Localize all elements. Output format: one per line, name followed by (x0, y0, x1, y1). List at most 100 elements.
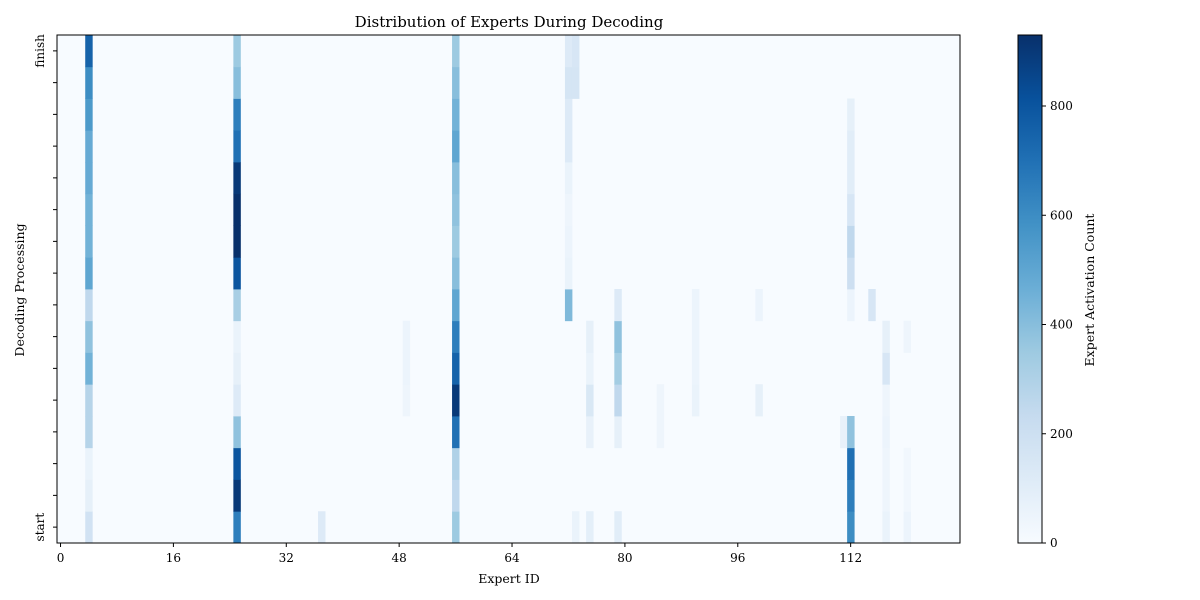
heatmap-cell (882, 479, 890, 512)
heatmap-cell (452, 289, 460, 322)
heatmap-cell (903, 511, 912, 544)
x-tick-label: 48 (392, 551, 407, 565)
heatmap-cell (452, 193, 460, 226)
heatmap-cell (903, 320, 912, 353)
heatmap-cell (847, 98, 855, 131)
heatmap-cell (586, 384, 594, 417)
heatmap-cell (847, 225, 855, 258)
colorbar-tick-label: 0 (1050, 536, 1058, 550)
heatmap-cell (847, 479, 855, 512)
heatmap-cell (233, 320, 241, 353)
heatmap-cell (882, 384, 890, 417)
heatmap-cell (564, 257, 573, 290)
x-tick-label: 16 (166, 551, 181, 565)
heatmap-cell (847, 447, 855, 480)
heatmap-cell (452, 479, 460, 512)
heatmap-cell (691, 352, 700, 385)
heatmap-cell (233, 384, 241, 417)
heatmap-cell (85, 352, 93, 385)
chart-title: Distribution of Experts During Decoding (355, 13, 664, 31)
heatmap-cell (402, 320, 411, 353)
heatmap-cell (571, 511, 580, 544)
heatmap-cell (614, 352, 622, 385)
heatmap-cell (586, 511, 594, 544)
heatmap-cell (85, 479, 93, 512)
heatmap-cell (452, 352, 460, 385)
heatmap-cell (755, 289, 763, 322)
heatmap-cell (847, 130, 855, 163)
x-axis-label: Expert ID (478, 571, 540, 586)
colorbar-label: Expert Activation Count (1082, 214, 1097, 367)
plot-frame (56, 34, 961, 544)
heatmap-cell (233, 289, 241, 322)
x-tick-label: 32 (279, 551, 294, 565)
heatmap-cell (452, 162, 460, 195)
heatmap-cell (847, 257, 855, 290)
heatmap-cell (564, 66, 573, 99)
heatmap-cell (85, 416, 93, 449)
heatmap-cell (452, 98, 460, 131)
x-axis-ticks: 0 16 32 48 64 80 96 112 (57, 543, 862, 565)
heatmap-cell (614, 511, 622, 544)
heatmap-cell (847, 193, 855, 226)
heatmap-background (57, 35, 960, 543)
x-tick-label: 80 (617, 551, 632, 565)
heatmap-cell (691, 320, 700, 353)
heatmap-cell (233, 193, 241, 226)
heatmap-cell (614, 384, 622, 417)
heatmap-cell (85, 289, 93, 322)
heatmap-cell (233, 162, 241, 195)
heatmap-cells (57, 35, 960, 544)
heatmap-cell (402, 352, 411, 385)
heatmap-cell (452, 66, 460, 99)
heatmap-cell (564, 35, 573, 68)
heatmap-cell (85, 35, 93, 68)
heatmap-cell (564, 289, 573, 322)
heatmap-cell (85, 66, 93, 99)
colorbar-tick-label: 800 (1050, 99, 1073, 113)
heatmap-cell (564, 225, 573, 258)
heatmap-cell (85, 511, 93, 544)
heatmap-cell (868, 289, 876, 322)
heatmap-cell (614, 289, 622, 322)
heatmap-cell (85, 225, 93, 258)
heatmap-cell (233, 257, 241, 290)
heatmap-cell (233, 130, 241, 163)
heatmap-cell (85, 130, 93, 163)
heatmap-cell (233, 352, 241, 385)
heatmap-cell (847, 416, 855, 449)
x-tick-label: 112 (839, 551, 862, 565)
heatmap-cell (85, 193, 93, 226)
heatmap-cell (903, 479, 912, 512)
heatmap-cell (85, 320, 93, 353)
heatmap-cell (691, 289, 700, 322)
heatmap-cell (586, 320, 594, 353)
heatmap-cell (847, 289, 855, 322)
heatmap-cell (452, 320, 460, 353)
heatmap-cell (882, 511, 890, 544)
heatmap-cell (564, 193, 573, 226)
heatmap-cell (656, 384, 665, 417)
heatmap-cell (452, 225, 460, 258)
heatmap-cell (882, 352, 890, 385)
y-axis-label: Decoding Processing (12, 223, 27, 356)
heatmap-cell (452, 416, 460, 449)
heatmap-cell (452, 511, 460, 544)
heatmap-cell (452, 35, 460, 68)
heatmap-cell (85, 257, 93, 290)
heatmap-cell (233, 511, 241, 544)
y-axis-ticks: start finish (33, 34, 57, 542)
heatmap-cell (571, 66, 580, 99)
heatmap-cell (402, 384, 411, 417)
heatmap-cell (452, 384, 460, 417)
heatmap-cell (233, 479, 241, 512)
heatmap-cell (847, 511, 855, 544)
heatmap-cell (85, 447, 93, 480)
heatmap-cell (233, 98, 241, 131)
heatmap-cell (564, 130, 573, 163)
colorbar (1017, 34, 1043, 544)
heatmap-cell (882, 416, 890, 449)
heatmap-cell (882, 320, 890, 353)
y-tick-label-start: start (33, 513, 47, 542)
